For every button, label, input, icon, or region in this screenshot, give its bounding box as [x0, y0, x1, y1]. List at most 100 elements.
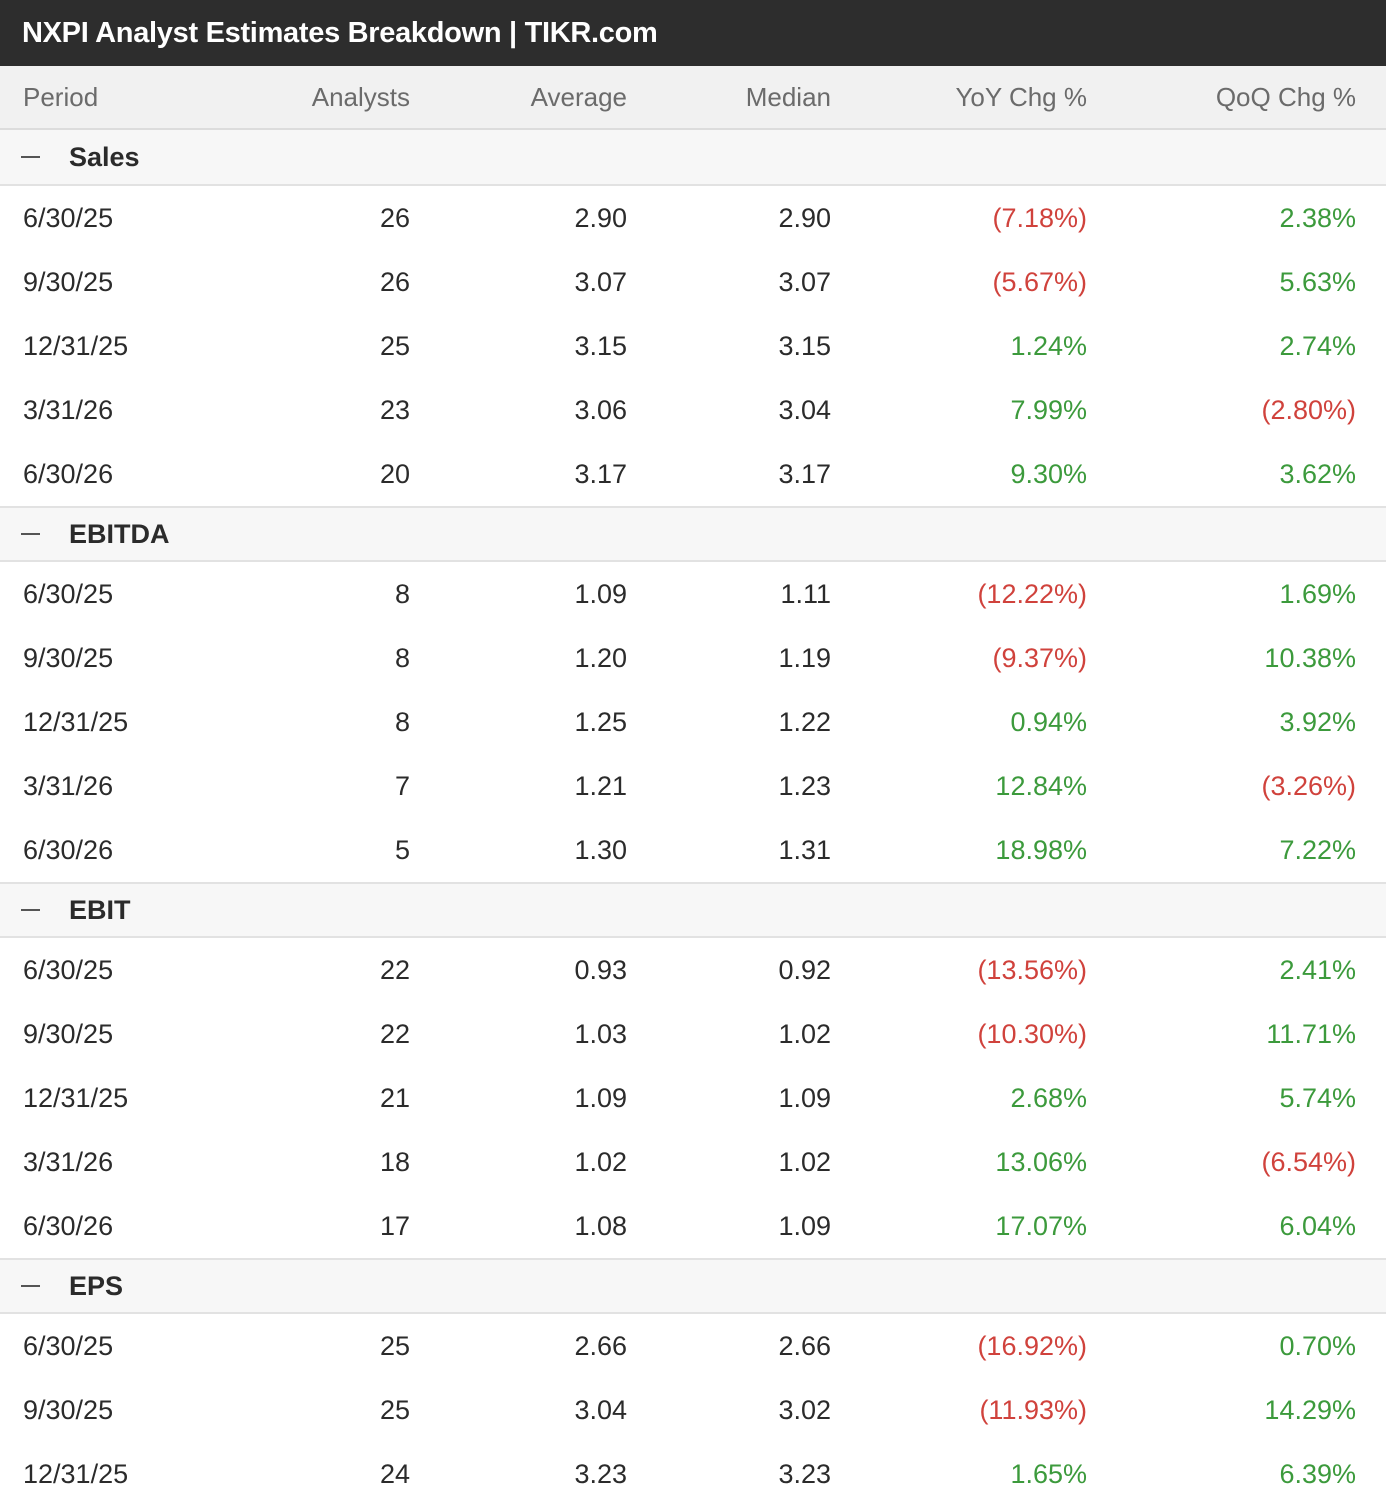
median-cell: 3.02	[778, 1394, 831, 1425]
collapse-minus-icon[interactable]	[21, 533, 40, 535]
table-row: 6/30/25 25 2.66 2.66 (16.92%) 0.70%	[0, 1314, 1386, 1378]
analysts-cell: 18	[379, 1146, 410, 1177]
median-cell: 1.09	[778, 1210, 831, 1241]
period-cell: 6/30/26	[23, 834, 114, 865]
table-row: 12/31/25 24 3.23 3.23 1.65% 6.39%	[0, 1442, 1386, 1506]
table-row: 6/30/26 17 1.08 1.09 17.07% 6.04%	[0, 1194, 1386, 1258]
average-cell: 1.09	[574, 578, 627, 609]
median-cell: 1.22	[778, 706, 831, 737]
qoq-cell: (6.54%)	[1261, 1146, 1356, 1177]
qoq-cell: 3.92%	[1279, 706, 1356, 737]
qoq-cell: 3.62%	[1279, 458, 1356, 489]
yoy-cell: 2.68%	[1010, 1082, 1087, 1113]
average-cell: 1.30	[574, 834, 627, 865]
period-cell: 9/30/25	[23, 1018, 114, 1049]
qoq-cell: 5.63%	[1279, 266, 1356, 297]
section-label: EPS	[69, 1270, 124, 1301]
analysts-cell: 8	[394, 642, 410, 673]
section-header-ebit[interactable]: EBIT	[0, 882, 1386, 938]
median-cell: 3.07	[778, 266, 831, 297]
yoy-cell: 13.06%	[995, 1146, 1087, 1177]
section-header-ebitda[interactable]: EBITDA	[0, 506, 1386, 562]
average-cell: 1.03	[574, 1018, 627, 1049]
qoq-cell: 10.38%	[1264, 642, 1356, 673]
qoq-cell: 7.22%	[1279, 834, 1356, 865]
column-header-median[interactable]: Median	[745, 81, 831, 112]
column-header-average[interactable]: Average	[530, 81, 627, 112]
column-header-qoq-chg[interactable]: QoQ Chg %	[1215, 81, 1356, 112]
average-cell: 3.04	[574, 1394, 627, 1425]
title-bar: NXPI Analyst Estimates Breakdown | TIKR.…	[0, 0, 1386, 66]
average-cell: 1.25	[574, 706, 627, 737]
average-cell: 3.07	[574, 266, 627, 297]
table-row: 6/30/26 5 1.30 1.31 18.98% 7.22%	[0, 818, 1386, 882]
yoy-cell: (11.93%)	[979, 1394, 1087, 1425]
average-cell: 1.08	[574, 1210, 627, 1241]
yoy-cell: (12.22%)	[977, 578, 1087, 609]
table-body: Sales 6/30/25 26 2.90 2.90 (7.18%) 2.38% 9/30/2…	[0, 130, 1386, 1506]
period-cell: 3/31/26	[23, 770, 114, 801]
table-row: 6/30/26 20 3.17 3.17 9.30% 3.62%	[0, 442, 1386, 506]
average-cell: 3.06	[574, 394, 627, 425]
qoq-cell: (2.80%)	[1261, 394, 1356, 425]
section-label: Sales	[69, 141, 140, 172]
average-cell: 2.90	[574, 202, 627, 233]
analysts-cell: 26	[379, 202, 410, 233]
analysts-cell: 21	[379, 1082, 410, 1113]
table-row: 3/31/26 18 1.02 1.02 13.06% (6.54%)	[0, 1130, 1386, 1194]
median-cell: 1.23	[778, 770, 831, 801]
yoy-cell: 7.99%	[1010, 394, 1087, 425]
qoq-cell: 5.74%	[1279, 1082, 1356, 1113]
column-header-analysts[interactable]: Analysts	[311, 81, 410, 112]
period-cell: 12/31/25	[23, 1082, 129, 1113]
average-cell: 0.93	[574, 954, 627, 985]
yoy-cell: (16.92%)	[977, 1330, 1087, 1361]
collapse-minus-icon[interactable]	[21, 1285, 40, 1287]
table-row: 9/30/25 25 3.04 3.02 (11.93%) 14.29%	[0, 1378, 1386, 1442]
analysts-cell: 17	[379, 1210, 410, 1241]
period-cell: 6/30/26	[23, 458, 114, 489]
median-cell: 0.92	[778, 954, 831, 985]
yoy-cell: (7.18%)	[992, 202, 1087, 233]
yoy-cell: (10.30%)	[977, 1018, 1087, 1049]
period-cell: 9/30/25	[23, 1394, 114, 1425]
analysts-cell: 25	[379, 1394, 410, 1425]
average-cell: 3.15	[574, 330, 627, 361]
yoy-cell: 18.98%	[995, 834, 1087, 865]
analysts-cell: 8	[394, 578, 410, 609]
section-label: EBITDA	[69, 518, 170, 549]
section-label: EBIT	[69, 894, 131, 925]
qoq-cell: 1.69%	[1279, 578, 1356, 609]
average-cell: 2.66	[574, 1330, 627, 1361]
qoq-cell: 2.74%	[1279, 330, 1356, 361]
table-header: Period Analysts Average Median YoY Chg %…	[0, 66, 1386, 130]
yoy-cell: 9.30%	[1010, 458, 1087, 489]
yoy-cell: (9.37%)	[992, 642, 1087, 673]
average-cell: 3.17	[574, 458, 627, 489]
qoq-cell: 14.29%	[1264, 1394, 1356, 1425]
section-header-sales[interactable]: Sales	[0, 130, 1386, 186]
qoq-cell: 6.39%	[1279, 1458, 1356, 1489]
column-header-yoy-chg[interactable]: YoY Chg %	[955, 81, 1087, 112]
average-cell: 1.02	[574, 1146, 627, 1177]
collapse-minus-icon[interactable]	[21, 909, 40, 911]
table-row: 3/31/26 7 1.21 1.23 12.84% (3.26%)	[0, 754, 1386, 818]
median-cell: 1.11	[780, 578, 831, 609]
period-cell: 6/30/25	[23, 1330, 114, 1361]
analysts-cell: 26	[379, 266, 410, 297]
column-header-period[interactable]: Period	[23, 81, 99, 112]
period-cell: 9/30/25	[23, 642, 114, 673]
table-row: 9/30/25 26 3.07 3.07 (5.67%) 5.63%	[0, 250, 1386, 314]
collapse-minus-icon[interactable]	[21, 156, 40, 158]
period-cell: 6/30/26	[23, 1210, 114, 1241]
table-row: 9/30/25 8 1.20 1.19 (9.37%) 10.38%	[0, 626, 1386, 690]
section-header-eps[interactable]: EPS	[0, 1258, 1386, 1314]
period-cell: 6/30/25	[23, 202, 114, 233]
period-cell: 12/31/25	[23, 706, 129, 737]
median-cell: 3.15	[778, 330, 831, 361]
average-cell: 3.23	[574, 1458, 627, 1489]
analysts-cell: 25	[379, 330, 410, 361]
table-row: 9/30/25 22 1.03 1.02 (10.30%) 11.71%	[0, 1002, 1386, 1066]
median-cell: 2.90	[778, 202, 831, 233]
page-title: NXPI Analyst Estimates Breakdown | TIKR.…	[22, 16, 658, 49]
